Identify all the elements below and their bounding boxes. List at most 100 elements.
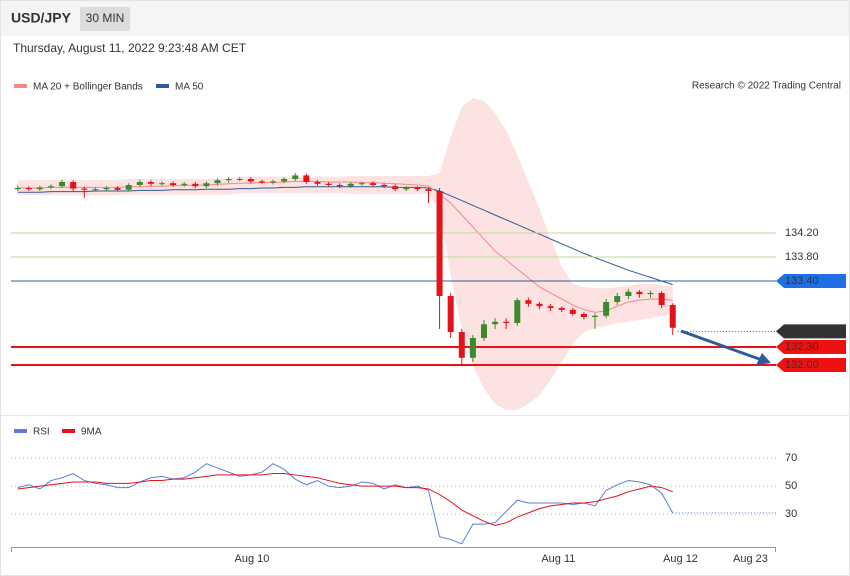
candle-body <box>414 188 421 190</box>
legend-label: MA 20 + Bollinger Bands <box>33 82 143 93</box>
candle-body <box>81 188 88 190</box>
candle-body <box>25 188 32 190</box>
candle-body <box>336 185 343 187</box>
legend-swatch <box>14 429 27 433</box>
header-bar <box>1 1 849 36</box>
candle-body <box>314 182 321 184</box>
candle-body <box>503 321 510 323</box>
x-tick-label: Aug 11 <box>541 553 575 565</box>
bollinger-band <box>17 98 673 410</box>
candle-body <box>103 188 110 190</box>
legend-label: RSI <box>33 427 50 438</box>
candle-body <box>603 302 610 316</box>
ma-50-line <box>17 186 673 286</box>
credit: Research © 2022 Trading Central <box>692 81 841 92</box>
candle-body <box>547 306 554 308</box>
candle-body <box>469 338 476 358</box>
level-box <box>776 358 846 372</box>
price-pane: MA 20 + Bollinger Bands MA 50 134.20 133.80… <box>11 82 846 410</box>
candle-body <box>636 291 643 295</box>
candle-body <box>369 183 376 185</box>
candle-body <box>281 179 288 182</box>
level-label: 132.30 <box>785 341 819 353</box>
candle-body <box>270 181 277 183</box>
candle-body <box>136 182 143 185</box>
y-tick-label: 30 <box>785 508 797 520</box>
candle-body <box>436 191 443 296</box>
candle-body <box>247 179 254 182</box>
candle-body <box>492 321 499 325</box>
candle-body <box>425 189 432 191</box>
candle-body <box>480 324 487 338</box>
legend-swatch <box>156 84 169 88</box>
candle-body <box>403 188 410 190</box>
candle-body <box>125 185 132 190</box>
candle-body <box>669 305 676 328</box>
rsi-pane: RSI 9MA 70 50 30 Aug 10 Aug 11 Aug 12 Aug 23 <box>11 427 797 565</box>
candle-body <box>303 175 310 182</box>
candle-body <box>447 296 454 332</box>
candle-body <box>514 300 521 323</box>
forecast-arrowhead <box>756 353 771 365</box>
candle-body <box>181 183 188 185</box>
candle-body <box>192 183 199 187</box>
candle-body <box>225 179 232 181</box>
level-box <box>776 340 846 354</box>
legend-swatch <box>62 429 75 433</box>
candle-body <box>258 181 265 183</box>
symbol: USD/JPY <box>11 10 72 26</box>
candle-body <box>358 183 365 185</box>
level-box <box>776 324 846 339</box>
level-label: 133.80 <box>785 251 819 263</box>
candle-body <box>59 182 66 187</box>
candle-body <box>658 293 665 305</box>
candle-body <box>625 291 632 296</box>
x-tick-label: Aug 23 <box>733 553 768 565</box>
level-label: 133.40 <box>785 275 819 287</box>
level-label: 134.20 <box>785 227 819 239</box>
y-tick-label: 50 <box>785 480 797 492</box>
timeframe: 30 MIN <box>86 11 125 25</box>
candle-body <box>392 186 399 190</box>
series-line <box>17 473 673 527</box>
level-label: 132.56 <box>785 325 819 337</box>
candle-body <box>292 175 299 179</box>
candle-body <box>236 179 243 180</box>
timestamp: Thursday, August 11, 2022 9:23:48 AM CET <box>13 41 247 55</box>
level-box <box>776 274 846 288</box>
x-tick-label: Aug 12 <box>663 553 698 565</box>
candle-body <box>525 300 532 304</box>
candle-body <box>536 303 543 307</box>
candle-body <box>214 180 221 184</box>
candle-body <box>558 308 565 310</box>
level-label: 132.00 <box>785 359 819 371</box>
legend-label: MA 50 <box>175 82 204 93</box>
candle-body <box>92 189 99 191</box>
candle-body <box>592 315 599 317</box>
candle-body <box>325 183 332 185</box>
candle-body <box>159 183 166 185</box>
candle-body <box>347 183 354 187</box>
forecast-arrow <box>680 329 763 362</box>
candle-body <box>203 183 210 187</box>
timeframe-box <box>80 7 130 31</box>
series-line <box>17 463 674 545</box>
x-tick-label: Aug 10 <box>234 553 269 565</box>
candle-body <box>580 314 587 317</box>
candle-body <box>47 186 54 188</box>
candle-body <box>70 182 77 189</box>
candle-body <box>647 293 654 295</box>
candle-body <box>614 296 621 302</box>
candle-body <box>114 188 121 190</box>
candle-body <box>458 332 465 358</box>
candle-body <box>381 185 388 187</box>
candle-body <box>170 183 177 185</box>
candle-body <box>14 188 21 190</box>
legend-swatch <box>14 84 27 88</box>
candle-body <box>147 182 154 184</box>
candle-body <box>569 309 576 314</box>
candle-body <box>36 187 43 190</box>
